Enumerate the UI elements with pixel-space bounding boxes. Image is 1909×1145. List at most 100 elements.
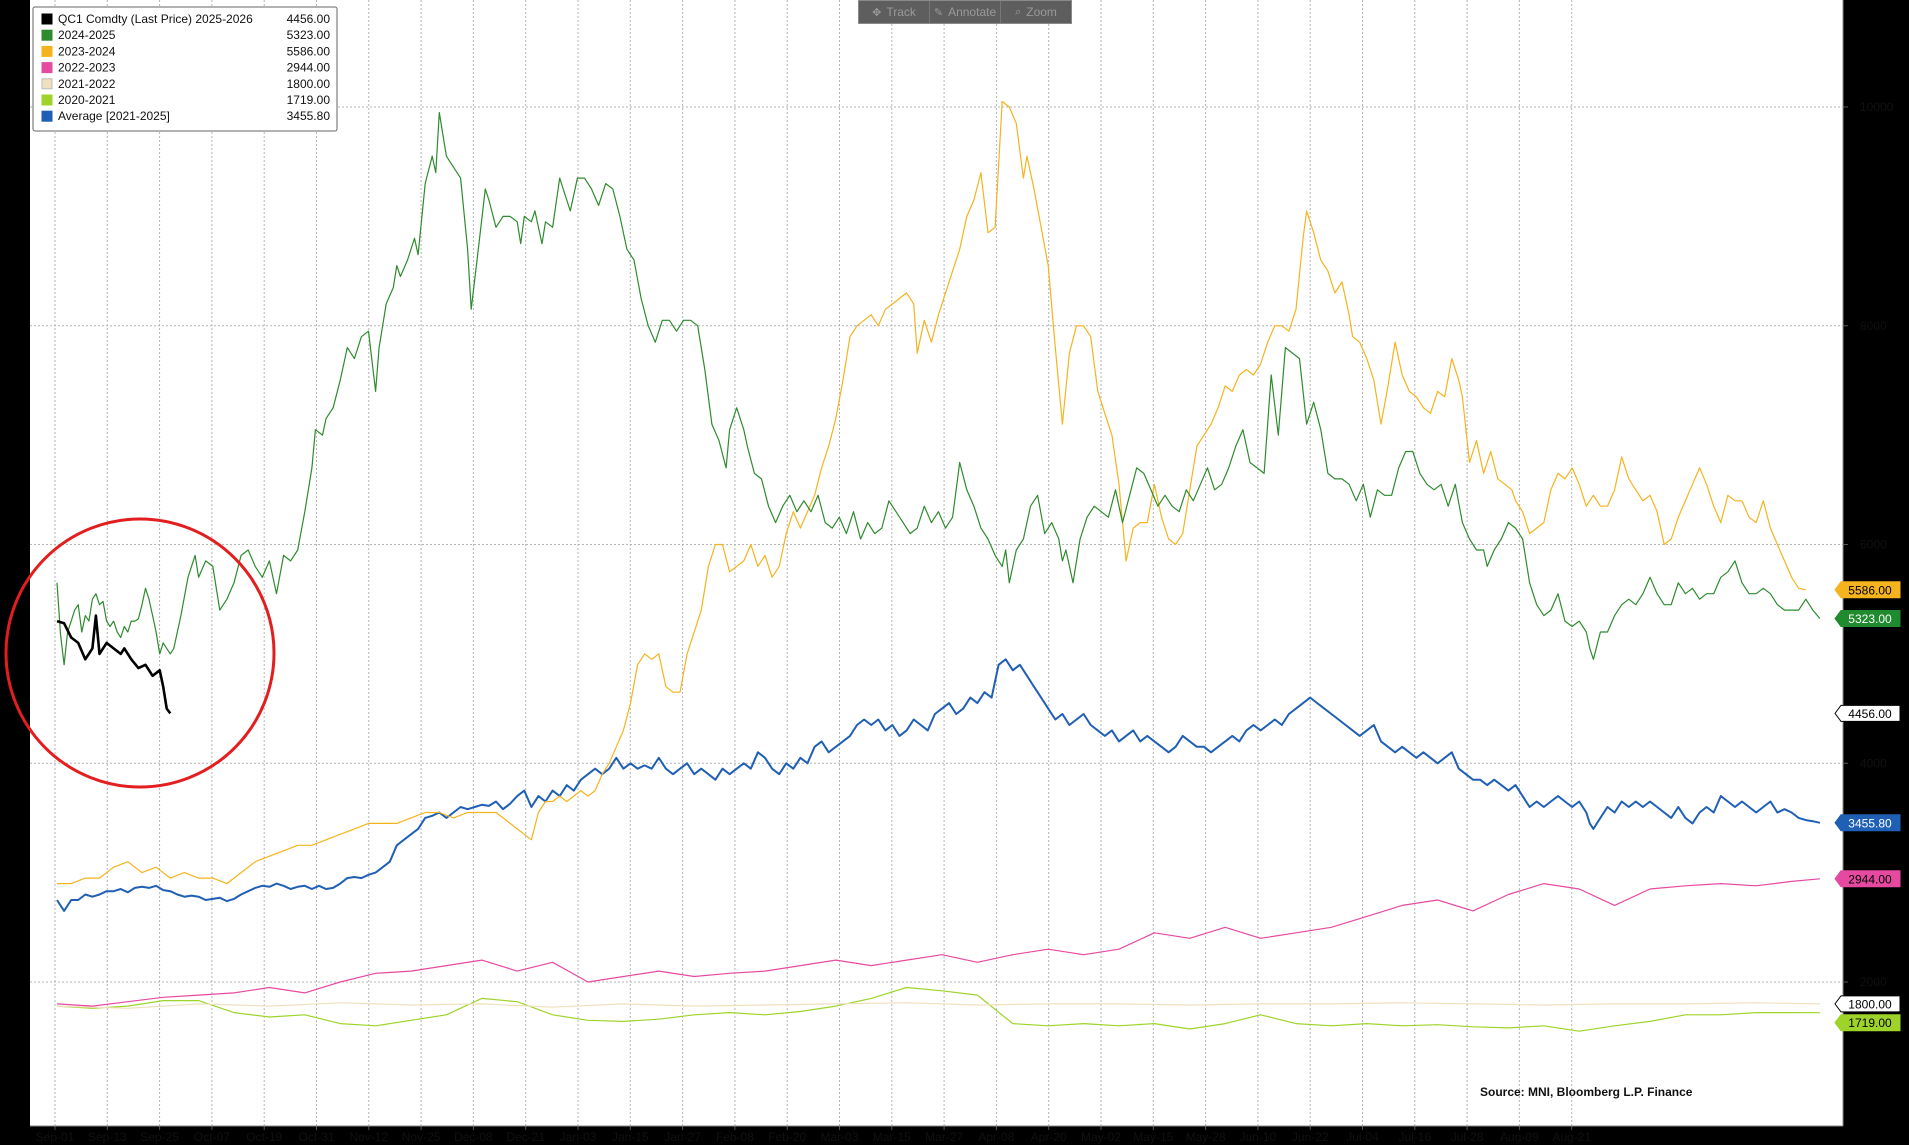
legend-label: 2021-2022 <box>58 77 116 91</box>
track-button[interactable]: ✥ Track <box>859 1 930 23</box>
badge-3: 2944.00 <box>1834 870 1901 888</box>
x-tick-label: Jun-22 <box>1292 1130 1329 1144</box>
x-tick-label: Nov-25 <box>402 1130 441 1144</box>
badge-value: 3455.80 <box>1848 816 1892 830</box>
badge-shape <box>1834 1014 1901 1032</box>
badge-0: 4456.00 <box>1834 704 1901 722</box>
series-line-3 <box>56 878 1820 1007</box>
badge-6: 3455.80 <box>1834 814 1901 832</box>
highlight-annotation <box>4 517 276 789</box>
x-tick-label: Sep-01 <box>36 1130 75 1144</box>
source-note: Source: MNI, Bloomberg L.P. Finance <box>1480 1085 1693 1099</box>
x-axis-ticks: Sep-01 Sep-13 Sep-25 Oct-07 Oct-19 Oct-31 Nov-… <box>30 1125 1843 1144</box>
badge-shape <box>1834 704 1901 722</box>
legend-label: 2024-2025 <box>58 28 116 42</box>
y-tick-label: 6000 <box>1860 538 1887 552</box>
series-line-2 <box>57 100 1806 885</box>
series-line-1 <box>56 111 1821 666</box>
badge-shape <box>1834 995 1901 1013</box>
x-tick-label: Nov-12 <box>349 1130 388 1144</box>
legend-swatch <box>41 13 53 25</box>
crosshair-icon: ✥ <box>872 6 882 19</box>
last-value-badges: 5586.00 5323.00 4456.00 3455.80 2944.00 1800.… <box>1834 581 1901 1032</box>
x-tick-label: May-28 <box>1186 1130 1226 1144</box>
track-label: Track <box>886 5 916 19</box>
highlight-circle <box>4 517 276 789</box>
badge-value: 1719.00 <box>1848 1016 1892 1030</box>
x-tick-label: Aug-09 <box>1500 1130 1539 1144</box>
y-tick-label: 10000 <box>1860 100 1894 114</box>
legend-label: 2022-2023 <box>58 61 116 75</box>
annotate-button[interactable]: ✎ Annotate <box>930 1 1001 23</box>
legend-label: 2020-2021 <box>58 93 116 107</box>
x-tick-label: Jan-15 <box>612 1130 649 1144</box>
y-tick-label: 8000 <box>1860 319 1887 333</box>
badge-5: 1719.00 <box>1834 1014 1901 1032</box>
legend-value: 5323.00 <box>287 28 331 42</box>
series-lines <box>56 100 1821 1032</box>
badge-2: 5586.00 <box>1834 581 1901 599</box>
chart-toolbar: ✥ Track ✎ Annotate ⌕ Zoom <box>858 0 1072 24</box>
badge-shape <box>1834 814 1901 832</box>
legend-swatch <box>41 29 53 41</box>
magnifier-icon: ⌕ <box>1015 5 1022 18</box>
x-tick-label: Feb-08 <box>716 1130 754 1144</box>
badge-1: 5323.00 <box>1834 610 1901 628</box>
x-tick-label: Dec-21 <box>506 1130 545 1144</box>
x-tick-label: Jan-27 <box>664 1130 701 1144</box>
x-tick-label: Apr-08 <box>978 1130 1014 1144</box>
x-tick-label: Aug-21 <box>1552 1130 1591 1144</box>
x-tick-label: Jul-16 <box>1398 1130 1431 1144</box>
badge-shape <box>1834 870 1901 888</box>
x-tick-label: Mar-27 <box>925 1130 963 1144</box>
x-tick-label: Jul-04 <box>1346 1130 1379 1144</box>
badge-value: 2944.00 <box>1848 872 1892 886</box>
legend-swatch <box>41 45 53 57</box>
x-tick-label: Jun-10 <box>1240 1130 1277 1144</box>
x-tick-label: May-02 <box>1081 1130 1121 1144</box>
x-tick-label: Mar-15 <box>873 1130 911 1144</box>
badge-value: 5586.00 <box>1848 583 1892 597</box>
x-tick-label: Dec-08 <box>454 1130 493 1144</box>
legend-value: 4456.00 <box>287 12 331 26</box>
legend-value: 2944.00 <box>287 61 331 75</box>
badge-shape <box>1834 581 1901 599</box>
x-tick-label: Mar-03 <box>820 1130 858 1144</box>
legend-value: 3455.80 <box>287 109 331 123</box>
zoom-label: Zoom <box>1026 5 1057 19</box>
series-line-6 <box>56 658 1821 912</box>
legend-box <box>32 6 338 132</box>
x-tick-label: Oct-19 <box>246 1130 282 1144</box>
x-tick-label: May-15 <box>1133 1130 1173 1144</box>
y-axis-ticks: 2000 4000 6000 8000 10000 <box>1842 0 1894 1126</box>
x-tick-label: Apr-20 <box>1031 1130 1067 1144</box>
annotate-label: Annotate <box>948 5 997 19</box>
legend-value: 1800.00 <box>287 77 331 91</box>
legend-label: QC1 Comdty (Last Price) 2025-2026 <box>58 12 253 26</box>
zoom-button[interactable]: ⌕ Zoom <box>1001 1 1071 23</box>
x-tick-label: Sep-13 <box>88 1130 127 1144</box>
legend-swatch <box>41 78 53 90</box>
legend-value: 1719.00 <box>287 93 331 107</box>
legend-swatch <box>41 110 53 122</box>
plot-area <box>30 0 1843 1126</box>
x-tick-label: Sep-25 <box>140 1130 179 1144</box>
legend-value: 5586.00 <box>287 44 331 58</box>
series-line-4 <box>56 1002 1820 1009</box>
x-tick-label: Oct-07 <box>194 1130 230 1144</box>
x-tick-label: Jul-28 <box>1451 1130 1484 1144</box>
legend-label: 2023-2024 <box>58 44 116 58</box>
x-tick-label: Jan-03 <box>560 1130 597 1144</box>
pencil-icon: ✎ <box>933 6 944 19</box>
badge-4: 1800.00 <box>1834 995 1901 1013</box>
x-tick-label: Oct-31 <box>298 1130 334 1144</box>
x-tick-label: Feb-20 <box>768 1130 806 1144</box>
badge-value: 1800.00 <box>1848 997 1892 1011</box>
legend-label: Average [2021-2025] <box>58 109 170 123</box>
badge-shape <box>1834 610 1901 628</box>
y-tick-label: 4000 <box>1860 756 1887 770</box>
legend-swatch <box>41 62 53 74</box>
series-line-5 <box>56 986 1820 1032</box>
badge-value: 5323.00 <box>1848 612 1892 626</box>
